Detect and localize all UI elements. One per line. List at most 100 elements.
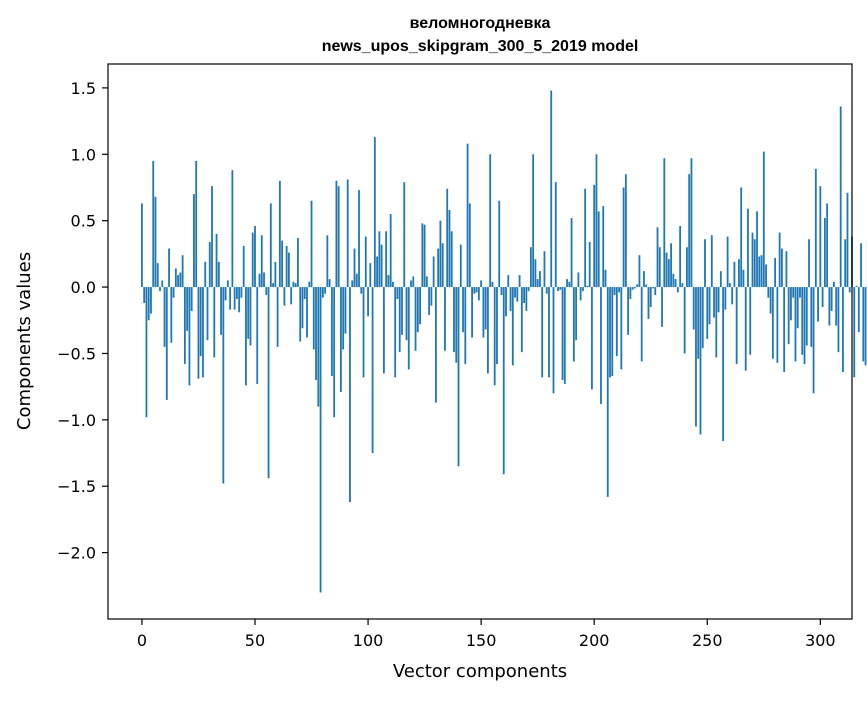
bar-1 (143, 287, 145, 303)
bar-85 (333, 287, 335, 417)
bar-8 (159, 287, 161, 291)
bar-213 (623, 187, 625, 287)
bar-45 (243, 246, 245, 287)
bar-218 (634, 287, 636, 288)
bar-167 (519, 275, 521, 287)
bar-309 (840, 106, 842, 287)
bar-214 (625, 174, 627, 287)
bar-111 (392, 282, 394, 287)
bar-202 (598, 211, 600, 287)
bar-33 (216, 234, 218, 287)
bar-236 (675, 279, 677, 287)
bar-208 (611, 287, 613, 376)
bar-157 (496, 287, 498, 364)
bar-123 (419, 287, 421, 324)
bar-158 (498, 201, 500, 287)
bar-49 (252, 233, 254, 287)
bar-212 (620, 287, 622, 369)
bar-278 (770, 287, 772, 314)
bar-3 (148, 287, 150, 320)
bar-190 (571, 218, 573, 287)
bar-281 (776, 287, 778, 363)
bar-227 (654, 287, 656, 295)
bar-154 (489, 154, 491, 287)
bar-7 (157, 263, 159, 287)
bar-272 (756, 211, 758, 287)
bar-286 (788, 287, 790, 344)
bar-247 (700, 287, 702, 434)
bar-195 (582, 287, 584, 291)
bar-269 (749, 287, 751, 355)
bar-248 (702, 287, 704, 348)
y-tick-label: 0.0 (71, 278, 96, 297)
bar-284 (783, 287, 785, 372)
bar-183 (555, 182, 557, 287)
bar-259 (727, 237, 729, 287)
bar-181 (550, 91, 552, 288)
bar-51 (256, 287, 258, 384)
bar-220 (639, 255, 641, 287)
bar-243 (691, 158, 693, 287)
bar-149 (478, 287, 480, 300)
bar-263 (736, 287, 738, 364)
bar-285 (786, 251, 788, 287)
bar-23 (193, 194, 195, 287)
bar-289 (795, 287, 797, 361)
bar-163 (510, 287, 512, 311)
bar-109 (388, 275, 390, 287)
bar-97 (360, 287, 362, 294)
bar-32 (213, 287, 215, 357)
bar-2 (146, 287, 148, 417)
bar-24 (195, 161, 197, 287)
bar-201 (596, 154, 598, 287)
bar-16 (177, 275, 179, 287)
bar-148 (476, 287, 478, 292)
bar-305 (831, 287, 833, 311)
bar-276 (765, 264, 767, 287)
bar-300 (819, 186, 821, 287)
bar-296 (810, 287, 812, 347)
bar-144 (467, 144, 469, 287)
bar-11 (166, 287, 168, 400)
bar-102 (372, 287, 374, 453)
y-tick-label: −1.5 (57, 477, 96, 496)
bar-252 (711, 235, 713, 287)
bar-18 (182, 255, 184, 287)
bar-64 (286, 246, 288, 287)
bar-174 (535, 259, 537, 287)
bar-80 (322, 287, 324, 298)
bar-36 (222, 287, 224, 484)
bar-262 (734, 262, 736, 287)
bar-74 (308, 282, 310, 287)
bar-155 (492, 282, 494, 287)
bar-66 (290, 287, 292, 304)
bar-15 (175, 268, 177, 287)
bar-266 (743, 270, 745, 287)
bar-94 (354, 249, 356, 288)
bar-254 (715, 287, 717, 357)
bar-159 (501, 287, 503, 295)
bar-161 (505, 287, 507, 316)
bar-199 (591, 287, 593, 389)
x-tick-label: 50 (245, 631, 265, 650)
bar-196 (584, 189, 586, 287)
bar-264 (738, 259, 740, 287)
bar-215 (627, 287, 629, 335)
bar-65 (288, 253, 290, 288)
bar-99 (365, 237, 367, 287)
bar-69 (297, 238, 299, 287)
bar-22 (191, 287, 193, 311)
bar-191 (573, 287, 575, 361)
bar-132 (440, 221, 442, 287)
bar-219 (636, 284, 638, 287)
bar-31 (211, 186, 213, 287)
bar-217 (632, 287, 634, 290)
bar-150 (480, 280, 482, 287)
bar-164 (512, 287, 514, 365)
bar-119 (410, 280, 412, 287)
bar-186 (562, 287, 564, 380)
bar-267 (745, 287, 747, 371)
bar-304 (828, 287, 830, 326)
bar-316 (856, 286, 858, 287)
bar-52 (259, 274, 261, 287)
